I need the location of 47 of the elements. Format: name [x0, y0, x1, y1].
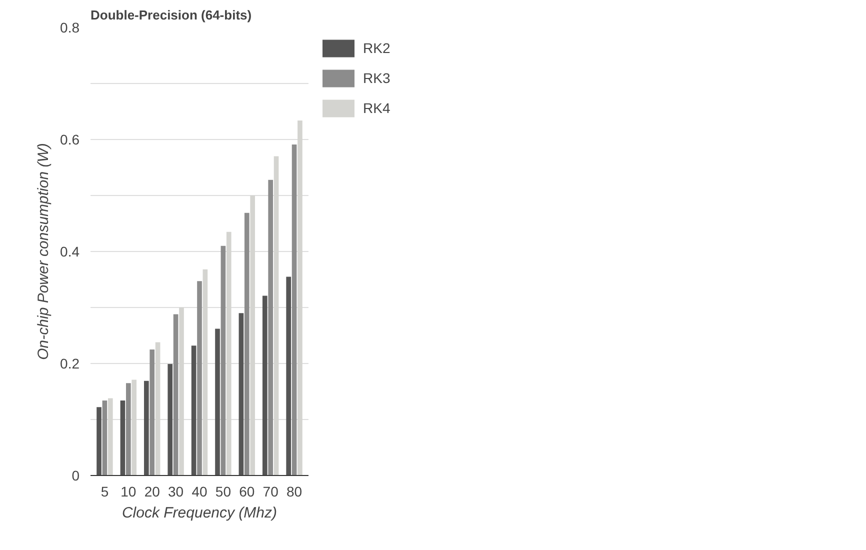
- x-tick-label: 20: [144, 484, 160, 500]
- x-tick-label: 50: [215, 484, 232, 500]
- bar: [274, 156, 279, 476]
- y-tick-label: 0.6: [60, 132, 80, 148]
- x-tick-label: 60: [239, 484, 255, 500]
- x-tick-label: 40: [192, 484, 208, 500]
- bar: [168, 364, 173, 476]
- y-tick-label: 0.2: [60, 356, 80, 372]
- bar: [150, 350, 155, 476]
- bar: [197, 281, 202, 476]
- bar: [202, 269, 208, 476]
- bar: [238, 313, 244, 476]
- y-tick-label: 0: [72, 468, 80, 484]
- bar: [179, 308, 184, 476]
- bar: [144, 380, 149, 476]
- bar: [126, 383, 131, 476]
- bar: [120, 400, 126, 476]
- y-axis-title: On-chip Power consumption (W): [35, 143, 52, 360]
- bar: [155, 342, 160, 476]
- bar: [215, 328, 220, 476]
- legend-label: RK2: [363, 40, 390, 56]
- legend-label: RK3: [363, 70, 390, 86]
- x-tick-label: 10: [120, 484, 136, 500]
- legend-label: RK4: [363, 100, 390, 116]
- bar: [292, 144, 297, 476]
- bar: [226, 232, 232, 476]
- x-tick-label: 80: [286, 484, 302, 500]
- bar: [220, 246, 226, 476]
- bar: [298, 120, 302, 476]
- bar: [191, 346, 196, 476]
- bar: [173, 314, 178, 476]
- x-axis-title: Clock Frequency (Mhz): [122, 504, 278, 522]
- chart-title: Double-Precision (64-bits): [90, 8, 252, 22]
- bar: [268, 180, 274, 476]
- bar: [286, 276, 292, 476]
- bar: [132, 380, 137, 476]
- bar: [108, 398, 113, 476]
- y-tick-label: 0.4: [60, 244, 80, 260]
- x-tick-label: 70: [262, 484, 279, 500]
- bar: [96, 407, 102, 476]
- bar: [250, 196, 255, 476]
- bar: [102, 400, 108, 476]
- x-tick-label: 30: [168, 484, 184, 500]
- bar: [244, 212, 250, 476]
- x-tick-label: 5: [100, 484, 109, 500]
- bar: [262, 296, 268, 476]
- y-tick-label: 0.8: [60, 20, 80, 36]
